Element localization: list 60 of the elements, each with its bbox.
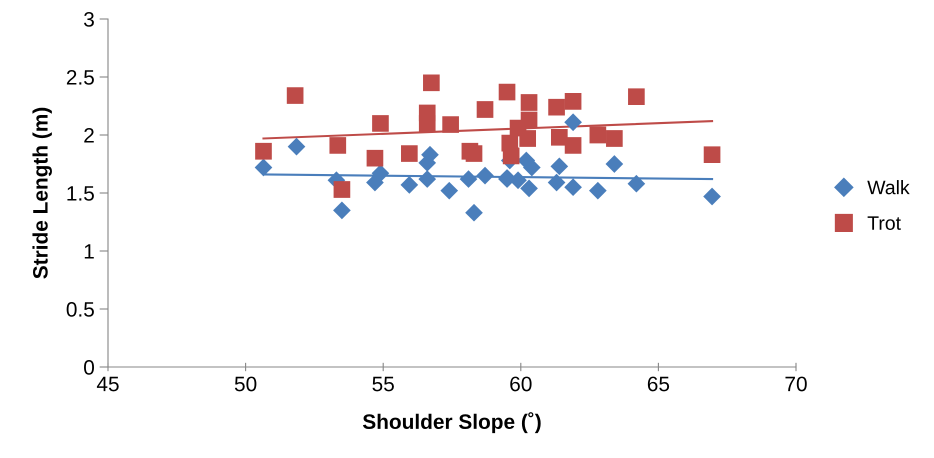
point <box>550 128 568 146</box>
y-tick-label: 2 <box>84 128 94 143</box>
point <box>564 137 582 154</box>
point <box>334 181 350 198</box>
point <box>589 182 607 200</box>
point <box>255 142 272 160</box>
point <box>628 88 645 106</box>
point <box>703 188 721 206</box>
point <box>400 176 418 194</box>
point <box>442 116 459 133</box>
x-tick-label: 60 <box>510 376 532 392</box>
point <box>466 145 482 162</box>
point <box>590 126 606 144</box>
point <box>333 202 351 220</box>
point <box>548 98 565 116</box>
point <box>564 113 582 132</box>
point <box>564 178 582 196</box>
y-tick-label: 1 <box>84 244 94 259</box>
x-tick-label: 70 <box>785 376 807 392</box>
point <box>520 112 538 128</box>
point <box>564 93 582 110</box>
x-tick-label: 65 <box>648 376 670 392</box>
legend-label: Trot <box>868 216 901 230</box>
point <box>606 130 623 147</box>
point <box>520 94 538 111</box>
legend-label: Walk <box>867 180 910 194</box>
point <box>550 157 568 176</box>
point <box>628 174 646 193</box>
point <box>440 182 458 200</box>
x-tick-label: 50 <box>234 376 256 392</box>
x-tick-label: 45 <box>96 376 119 392</box>
y-tick-label: 3 <box>84 12 94 27</box>
point <box>286 87 304 104</box>
point <box>423 74 440 92</box>
y-tick-label: 0 <box>84 360 94 375</box>
point <box>476 101 494 118</box>
point <box>606 155 624 173</box>
point <box>460 170 478 188</box>
point <box>418 115 436 132</box>
y-axis-title: Stride Length (m) <box>32 108 52 279</box>
point <box>465 204 483 222</box>
point <box>401 145 418 162</box>
point <box>254 158 272 176</box>
point <box>418 170 436 188</box>
x-axis-title: Shoulder Slope (˚) <box>362 412 541 434</box>
point <box>519 130 536 147</box>
point <box>476 166 494 184</box>
point <box>520 180 538 198</box>
y-tick-label: 0.5 <box>66 302 94 317</box>
y-tick-label: 1.5 <box>67 186 94 201</box>
point <box>704 146 720 164</box>
point <box>372 115 389 132</box>
point <box>498 84 516 100</box>
point <box>288 138 306 156</box>
point <box>548 174 566 192</box>
point <box>502 148 520 164</box>
point <box>329 137 346 154</box>
point <box>366 150 384 167</box>
y-tick-label: 2.5 <box>66 70 94 85</box>
x-tick-label: 55 <box>372 376 394 392</box>
